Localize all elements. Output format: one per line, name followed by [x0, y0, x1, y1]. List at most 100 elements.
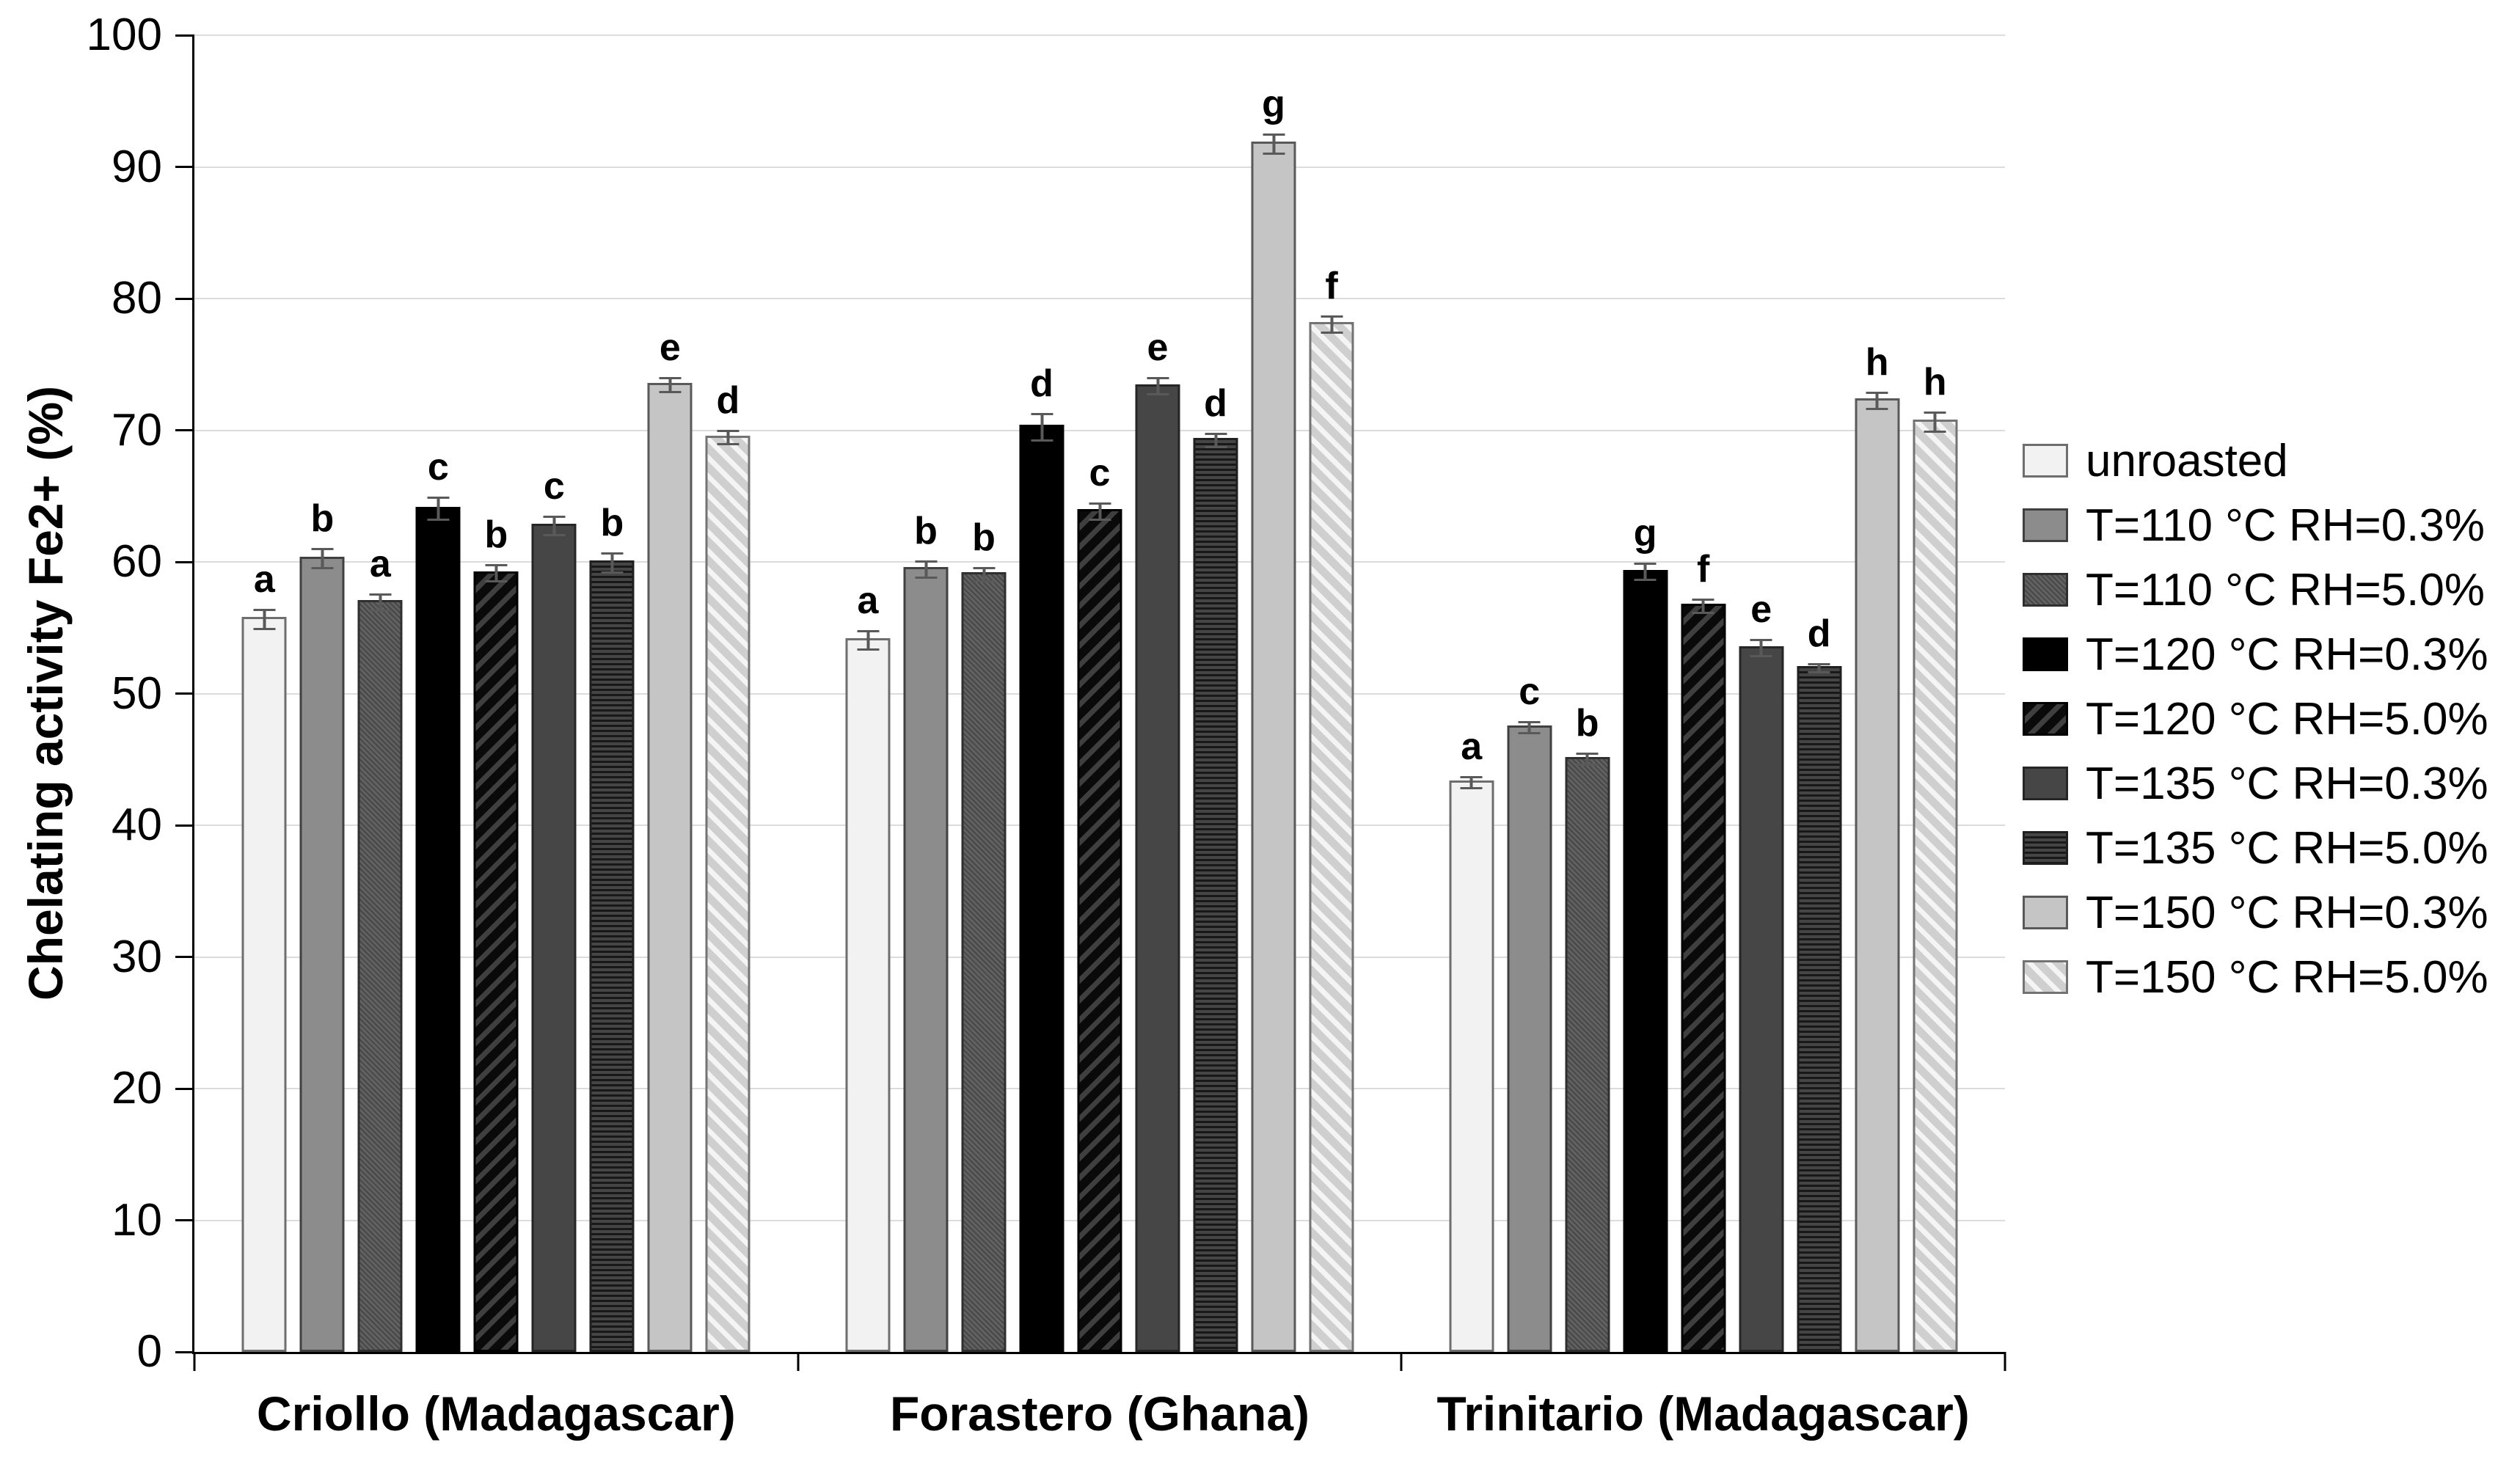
significance-letter: b	[310, 497, 335, 541]
bar-unroasted: a	[1449, 728, 1494, 1352]
plot-area: 0 10 20 30 40 50 60 70 80 90 100 a b a c b c b e d Criollo (…	[87, 12, 2006, 1441]
legend-swatch	[2023, 767, 2068, 800]
significance-letter: b	[484, 513, 508, 557]
significance-letter: c	[1089, 451, 1111, 494]
significance-letter: f	[1696, 547, 1710, 590]
legend-label: T=120 °C RH=5.0%	[2086, 693, 2488, 745]
error-bar	[1924, 411, 1946, 433]
significance-letter: d	[1204, 381, 1227, 425]
legend-item: T=150 °C RH=5.0%	[2023, 945, 2488, 1009]
y-tick-label: 90	[112, 141, 162, 192]
bar-t-150-c-rh-5-0-: h	[1913, 363, 1958, 1352]
significance-letter: b	[972, 516, 996, 559]
y-axis-tick	[175, 429, 194, 431]
legend: unroasted T=110 °C RH=0.3% T=110 °C RH=5.0…	[2023, 428, 2488, 1009]
legend-label: T=150 °C RH=0.3%	[2086, 887, 2488, 938]
legend-swatch	[2023, 573, 2068, 607]
significance-letter: a	[369, 542, 391, 585]
bar-t-120-c-rh-0-3-: g	[1623, 514, 1668, 1352]
significance-letter: e	[659, 326, 681, 370]
y-tick-label: 10	[112, 1194, 162, 1246]
error-bar	[1147, 377, 1169, 396]
legend-item: T=110 °C RH=5.0%	[2023, 557, 2488, 622]
error-bar	[973, 566, 995, 583]
error-bar	[427, 497, 450, 521]
gridline	[194, 429, 2005, 431]
significance-letter: g	[1633, 512, 1657, 555]
significance-letter: b	[914, 509, 938, 552]
legend-label: T=110 °C RH=5.0%	[2086, 564, 2486, 615]
error-bar	[1518, 720, 1541, 734]
significance-letter: a	[253, 558, 275, 601]
significance-letter: e	[1147, 326, 1169, 370]
error-bar	[1460, 776, 1483, 789]
bar-t-120-c-rh-5-0-: f	[1681, 550, 1726, 1352]
bar-t-120-c-rh-5-0-: c	[1077, 454, 1122, 1352]
legend-item: T=150 °C RH=0.3%	[2023, 880, 2488, 945]
legend-item: unroasted	[2023, 428, 2488, 493]
error-bar	[1263, 134, 1285, 155]
significance-letter: c	[427, 446, 449, 489]
y-axis-title: Chelating activity Fe2+ (%)	[18, 385, 73, 1001]
error-bar	[1866, 391, 1888, 410]
legend-label: T=135 °C RH=0.3%	[2086, 758, 2488, 809]
bar-t-120-c-rh-0-3-: d	[1019, 365, 1064, 1352]
legend-label: T=110 °C RH=0.3%	[2086, 500, 2486, 551]
error-bar	[1808, 662, 1830, 673]
bar-t-120-c-rh-5-0-: b	[473, 516, 519, 1352]
significance-letter: b	[600, 501, 624, 544]
significance-letter: f	[1325, 264, 1338, 307]
bar-t-110-c-rh-5-0-: b	[1565, 704, 1610, 1352]
bar-t-150-c-rh-5-0-: d	[705, 381, 750, 1352]
y-axis-tick	[175, 560, 194, 563]
bar-t-135-c-rh-5-0-: d	[1797, 615, 1842, 1352]
bar-t-150-c-rh-0-3-: h	[1855, 343, 1900, 1352]
y-tick-label: 100	[86, 10, 162, 60]
legend-label: unroasted	[2086, 435, 2288, 486]
gridline	[194, 166, 2005, 168]
error-bar	[311, 548, 334, 570]
x-category-label: Trinitario (Madagascar)	[1436, 1386, 1970, 1441]
significance-letter: d	[1807, 612, 1831, 655]
significance-letter: d	[1030, 362, 1053, 405]
y-tick-label: 70	[112, 404, 162, 456]
y-axis-tick	[175, 297, 194, 300]
error-bar	[857, 629, 879, 651]
x-axis-tick	[2004, 1352, 2006, 1371]
significance-letter: c	[1519, 670, 1541, 713]
gridline	[194, 34, 2005, 36]
y-axis-tick	[175, 1350, 194, 1353]
error-bar	[1750, 639, 1772, 658]
y-tick-label: 60	[112, 536, 162, 587]
legend-label: T=120 °C RH=0.3%	[2086, 629, 2488, 680]
bar-t-135-c-rh-0-3-: c	[531, 467, 577, 1352]
legend-item: T=110 °C RH=0.3%	[2023, 493, 2488, 557]
y-axis-tick	[175, 34, 194, 37]
y-axis-tick	[175, 956, 194, 958]
x-category-label: Forastero (Ghana)	[889, 1386, 1310, 1441]
error-bar	[1205, 432, 1227, 449]
y-tick-label: 80	[112, 273, 162, 323]
bar-t-135-c-rh-0-3-: e	[1135, 329, 1180, 1352]
bar-unroasted: a	[241, 560, 287, 1352]
error-bar	[253, 609, 276, 630]
bar-t-110-c-rh-0-3-: c	[1507, 673, 1552, 1352]
y-axis-tick	[175, 1087, 194, 1090]
x-axis-tick	[797, 1352, 800, 1371]
significance-letter: a	[1461, 725, 1483, 769]
bar-t-135-c-rh-0-3-: e	[1739, 590, 1784, 1352]
significance-letter: e	[1750, 588, 1772, 632]
legend-label: T=135 °C RH=5.0%	[2086, 822, 2488, 874]
error-bar	[1031, 412, 1053, 442]
y-axis-tick	[175, 166, 194, 168]
bar-t-135-c-rh-5-0-: b	[589, 504, 635, 1352]
legend-label: T=150 °C RH=5.0%	[2086, 951, 2488, 1003]
error-bar	[1692, 598, 1714, 615]
bar-unroasted: a	[845, 582, 891, 1352]
bar-t-150-c-rh-5-0-: f	[1309, 267, 1354, 1352]
significance-letter: a	[857, 579, 879, 622]
